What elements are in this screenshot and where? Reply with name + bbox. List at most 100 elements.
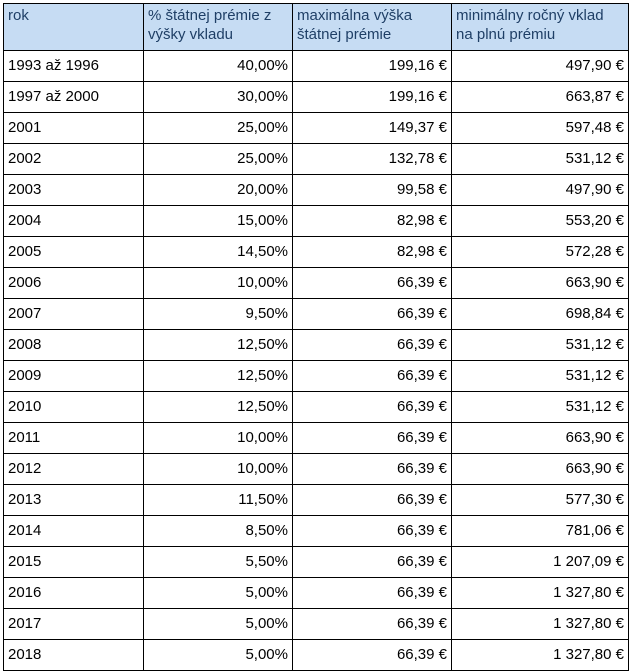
min-deposit-cell: 663,87 €: [451, 81, 629, 113]
min-deposit-cell: 597,48 €: [451, 112, 629, 144]
percent-cell: 40,00%: [143, 50, 293, 82]
year-cell: 2009: [3, 360, 144, 392]
table-row: 2001 25,00% 149,37 €597,48 €: [3, 112, 629, 144]
table-row: 2012 10,00% 66,39 €663,90 €: [3, 453, 629, 485]
min-deposit-cell: 497,90 €: [451, 50, 629, 82]
year-cell: 2018: [3, 639, 144, 671]
table-row: 2013 11,50% 66,39 €577,30 €: [3, 484, 629, 516]
year-cell: 2001: [3, 112, 144, 144]
min-deposit-cell: 781,06 €: [451, 515, 629, 547]
table-row: 2015 5,50% 66,39 €1 207,09 €: [3, 546, 629, 578]
percent-cell: 20,00%: [143, 174, 293, 206]
header-row: rok % štátnej prémie z výšky vkladu maxi…: [3, 3, 629, 51]
percent-cell: 12,50%: [143, 360, 293, 392]
year-cell: 2012: [3, 453, 144, 485]
max-premium-cell: 66,39 €: [292, 515, 452, 547]
min-deposit-cell: 1 207,09 €: [451, 546, 629, 578]
table-row: 2016 5,00% 66,39 €1 327,80 €: [3, 577, 629, 609]
min-deposit-cell: 1 327,80 €: [451, 608, 629, 640]
percent-cell: 25,00%: [143, 112, 293, 144]
max-premium-cell: 82,98 €: [292, 236, 452, 268]
percent-cell: 11,50%: [143, 484, 293, 516]
min-deposit-cell: 531,12 €: [451, 391, 629, 423]
max-premium-cell: 132,78 €: [292, 143, 452, 175]
year-cell: 2017: [3, 608, 144, 640]
max-premium-cell: 66,39 €: [292, 577, 452, 609]
year-cell: 2004: [3, 205, 144, 237]
year-cell: 2016: [3, 577, 144, 609]
min-deposit-cell: 1 327,80 €: [451, 639, 629, 671]
table-row: 2002 25,00% 132,78 €531,12 €: [3, 143, 629, 175]
table-row: 2014 8,50% 66,39 €781,06 €: [3, 515, 629, 547]
header-year: rok: [3, 3, 144, 51]
min-deposit-cell: 531,12 €: [451, 360, 629, 392]
table-row: 2010 12,50% 66,39 €531,12 €: [3, 391, 629, 423]
percent-cell: 5,00%: [143, 639, 293, 671]
year-cell: 2011: [3, 422, 144, 454]
max-premium-cell: 66,39 €: [292, 639, 452, 671]
percent-cell: 14,50%: [143, 236, 293, 268]
max-premium-cell: 66,39 €: [292, 329, 452, 361]
year-cell: 2003: [3, 174, 144, 206]
max-premium-cell: 99,58 €: [292, 174, 452, 206]
percent-cell: 12,50%: [143, 329, 293, 361]
max-premium-cell: 66,39 €: [292, 484, 452, 516]
max-premium-cell: 66,39 €: [292, 391, 452, 423]
min-deposit-cell: 698,84 €: [451, 298, 629, 330]
max-premium-cell: 199,16 €: [292, 50, 452, 82]
percent-cell: 9,50%: [143, 298, 293, 330]
min-deposit-cell: 663,90 €: [451, 453, 629, 485]
percent-cell: 15,00%: [143, 205, 293, 237]
min-deposit-cell: 572,28 €: [451, 236, 629, 268]
year-cell: 2005: [3, 236, 144, 268]
table-header: rok % štátnej prémie z výšky vkladu maxi…: [3, 3, 629, 51]
table-row: 1997 až 2000 30,00% 199,16 €663,87 €: [3, 81, 629, 113]
percent-cell: 8,50%: [143, 515, 293, 547]
max-premium-cell: 66,39 €: [292, 422, 452, 454]
percent-cell: 10,00%: [143, 453, 293, 485]
percent-cell: 10,00%: [143, 267, 293, 299]
percent-cell: 5,00%: [143, 577, 293, 609]
min-deposit-cell: 663,90 €: [451, 267, 629, 299]
max-premium-cell: 199,16 €: [292, 81, 452, 113]
min-deposit-cell: 531,12 €: [451, 329, 629, 361]
year-cell: 1997 až 2000: [3, 81, 144, 113]
min-deposit-cell: 1 327,80 €: [451, 577, 629, 609]
min-deposit-cell: 663,90 €: [451, 422, 629, 454]
table-row: 1993 až 1996 40,00% 199,16 €497,90 €: [3, 50, 629, 82]
max-premium-cell: 66,39 €: [292, 298, 452, 330]
year-cell: 2010: [3, 391, 144, 423]
table-row: 2017 5,00% 66,39 €1 327,80 €: [3, 608, 629, 640]
header-min-deposit: minimálny ročný vklad na plnú prémiu: [451, 3, 629, 51]
year-cell: 2008: [3, 329, 144, 361]
table-row: 2005 14,50% 82,98 €572,28 €: [3, 236, 629, 268]
min-deposit-cell: 553,20 €: [451, 205, 629, 237]
percent-cell: 25,00%: [143, 143, 293, 175]
min-deposit-cell: 577,30 €: [451, 484, 629, 516]
year-cell: 2006: [3, 267, 144, 299]
max-premium-cell: 82,98 €: [292, 205, 452, 237]
year-cell: 2015: [3, 546, 144, 578]
header-percent: % štátnej prémie z výšky vkladu: [143, 3, 293, 51]
table-row: 2004 15,00% 82,98 €553,20 €: [3, 205, 629, 237]
min-deposit-cell: 531,12 €: [451, 143, 629, 175]
percent-cell: 12,50%: [143, 391, 293, 423]
year-cell: 2002: [3, 143, 144, 175]
year-cell: 1993 až 1996: [3, 50, 144, 82]
max-premium-cell: 66,39 €: [292, 267, 452, 299]
table-row: 2008 12,50% 66,39 €531,12 €: [3, 329, 629, 361]
percent-cell: 5,50%: [143, 546, 293, 578]
max-premium-cell: 66,39 €: [292, 360, 452, 392]
table-row: 2006 10,00% 66,39 €663,90 €: [3, 267, 629, 299]
table-row: 2007 9,50% 66,39 €698,84 €: [3, 298, 629, 330]
percent-cell: 10,00%: [143, 422, 293, 454]
premium-table: rok % štátnej prémie z výšky vkladu maxi…: [3, 3, 629, 671]
percent-cell: 5,00%: [143, 608, 293, 640]
table-row: 2009 12,50% 66,39 €531,12 €: [3, 360, 629, 392]
max-premium-cell: 66,39 €: [292, 546, 452, 578]
table-row: 2011 10,00% 66,39 €663,90 €: [3, 422, 629, 454]
table-row: 2003 20,00% 99,58 €497,90 €: [3, 174, 629, 206]
max-premium-cell: 66,39 €: [292, 608, 452, 640]
table-body: 1993 až 1996 40,00% 199,16 €497,90 €1997 a…: [3, 50, 629, 671]
year-cell: 2013: [3, 484, 144, 516]
